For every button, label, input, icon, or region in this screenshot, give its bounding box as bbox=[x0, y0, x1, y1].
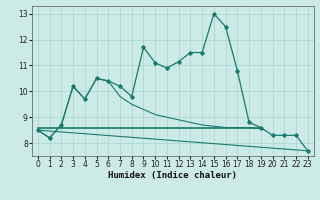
X-axis label: Humidex (Indice chaleur): Humidex (Indice chaleur) bbox=[108, 171, 237, 180]
